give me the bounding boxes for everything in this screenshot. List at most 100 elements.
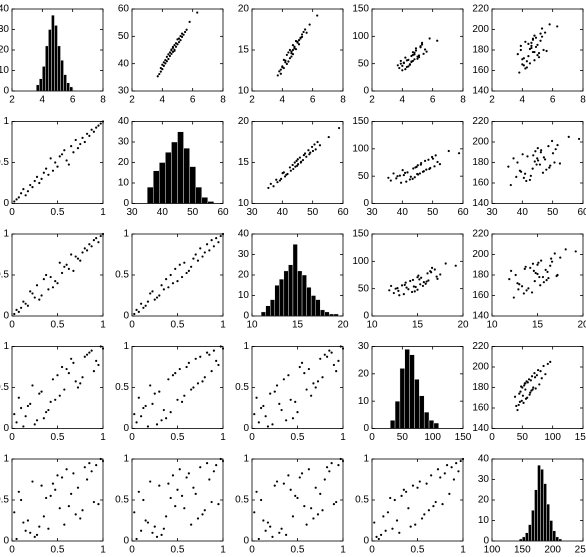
y-tick-label: 50 [358,283,370,294]
scatter-point [176,43,179,46]
panel-frame [131,458,224,542]
x-tick-label: 1 [340,432,346,443]
y-tick-label: 160 [472,178,489,189]
scatter-point [294,400,297,403]
x-tick-label: 1 [220,432,226,443]
scatter-point [299,161,302,164]
scatter-point [414,523,417,526]
scatter-point [160,419,163,422]
scatter-point [567,135,570,138]
scatter-point [507,165,510,168]
x-tick-label: 0.5 [171,432,185,443]
scatter-point [300,33,304,36]
x-tick-label: 40 [517,207,529,218]
scatter-point [88,351,91,354]
scatter-point [328,470,331,473]
scatter-point [296,411,299,414]
scatter-point [282,171,285,174]
x-tick-label: 6 [310,95,316,106]
x-tick-label: 4 [520,95,526,106]
scatter-point [185,365,188,369]
y-tick-label: 20 [238,270,250,281]
scatter-point [425,482,428,485]
histogram-bar [315,299,321,317]
scatter-point [556,25,559,28]
x-tick-label: 0.5 [171,320,185,331]
scatter-point [255,396,258,399]
scatter-point [194,492,197,495]
x-tick-label: 0.5 [411,545,425,556]
scatter-point [533,376,537,379]
scatter-point [20,498,23,502]
scatter-point [436,39,439,42]
scatter-point [521,153,524,156]
scatter-point [389,179,392,182]
scatter-point [291,48,295,52]
scatter-point [439,273,442,276]
histogram-bar [195,186,202,204]
panel-frame [11,346,104,429]
scatter-point [386,511,390,514]
scatter-point [564,248,567,251]
scatter-point [297,39,301,42]
scatter-point [302,30,305,34]
scatter-point [81,136,84,139]
scatter-point [170,52,173,55]
scatter-point [419,163,422,166]
scatter-point [301,158,305,162]
scatter-point [56,374,59,377]
scatter-point [284,61,287,64]
scatter-point [518,283,521,286]
scatter-point [253,511,256,514]
scatter-point [532,269,535,272]
histogram-bar [36,84,40,92]
scatter-point [422,281,425,284]
x-tick-label: 1 [220,320,226,331]
scatter-point [173,43,176,47]
scatter-point [406,171,409,174]
scatter-point [287,60,290,63]
scatter-point [392,291,395,295]
y-tick-label: 160 [472,403,489,414]
scatter-point [215,464,218,467]
x-tick-label: 15 [532,320,544,331]
scatter-point [420,41,424,44]
scatter-point [522,401,525,404]
scatter-point [90,349,93,352]
scatter-point [285,419,288,422]
x-tick-label: 2 [369,95,375,106]
scatter-point [79,142,82,146]
scatter-point [149,292,152,295]
panel-frame [251,8,344,92]
scatter-point [533,34,536,37]
x-tick-label: 15 [292,320,304,331]
x-tick-label: 50 [187,207,199,218]
scatter-point [310,507,313,510]
scatter-point [514,273,517,277]
x-tick-label: 2 [9,95,15,106]
scatter-point [408,63,412,66]
scatter-point [264,415,267,418]
scatter-point [276,181,279,184]
scatter-point [547,145,550,148]
x-tick-label: 50 [307,207,319,218]
scatter-point [530,46,533,50]
scatter-point [47,408,50,412]
scatter-point [427,158,430,161]
scatter-point [305,523,308,526]
scatter-point [312,517,315,520]
scatter-point [401,64,404,67]
histogram-bar [279,278,285,317]
scatter-point [22,521,25,524]
x-tick-label: 6 [430,95,436,106]
y-tick-label: 1 [363,454,369,465]
scatter-point [49,157,52,160]
scatter-point [196,259,200,262]
scatter-point [330,462,333,465]
scatter-point [151,402,154,405]
scatter-point [414,47,418,50]
scatter-point [144,304,147,307]
scatter-point [417,56,421,59]
histogram-bar [183,147,190,204]
scatter-point [536,157,539,160]
